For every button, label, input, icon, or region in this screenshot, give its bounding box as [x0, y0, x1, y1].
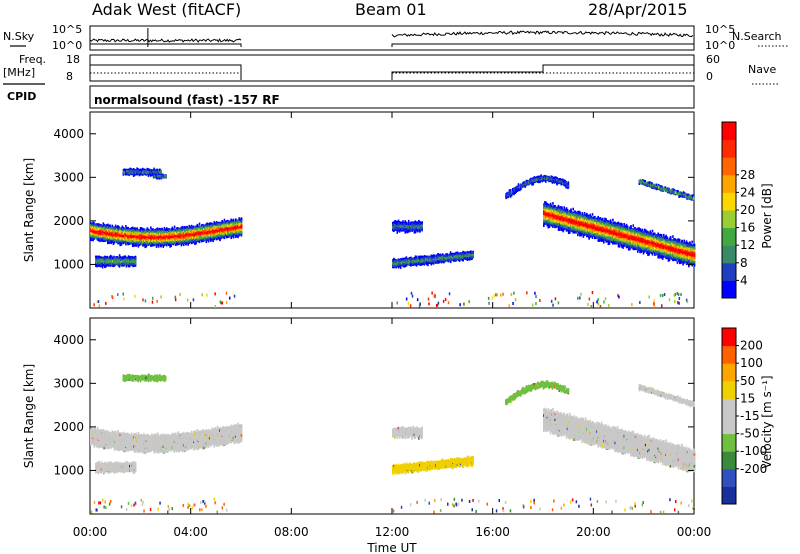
freq-label: Freq. [19, 53, 46, 66]
freq-tick-top: 18 [66, 53, 80, 66]
nsky-trace [392, 31, 693, 37]
nave-label: Nave [748, 63, 776, 76]
noise-traces [90, 28, 694, 47]
nsearch-trace [90, 44, 241, 47]
freq-traces [90, 65, 694, 80]
noise-tick-right-bottom: 10^0 [705, 39, 735, 52]
nsearch-trace [392, 44, 694, 47]
beam-label: Beam 01 [355, 0, 427, 19]
noise-tick-left-bottom: 10^0 [52, 39, 82, 52]
plot-title: Adak West (fitACF) [92, 0, 241, 19]
nave-tick-top: 60 [706, 53, 720, 66]
cpid-label: CPID [7, 90, 36, 103]
nsky-trace [90, 39, 241, 42]
noise-tick-right-top: 10^5 [705, 23, 735, 36]
nsearch-label: N.Search [732, 30, 782, 43]
freq-trace [90, 65, 241, 80]
power-panel-frame [90, 112, 694, 308]
mode-text: normalsound (fast) -157 RF [94, 93, 280, 107]
nave-tick-bottom: 0 [706, 70, 713, 83]
freq-tick-bottom: 8 [66, 70, 73, 83]
date-label: 28/Apr/2015 [588, 0, 688, 19]
nsky-label: N.Sky [3, 30, 35, 43]
freq-unit-label: [MHz] [3, 66, 35, 79]
noise-tick-left-top: 10^5 [52, 23, 82, 36]
